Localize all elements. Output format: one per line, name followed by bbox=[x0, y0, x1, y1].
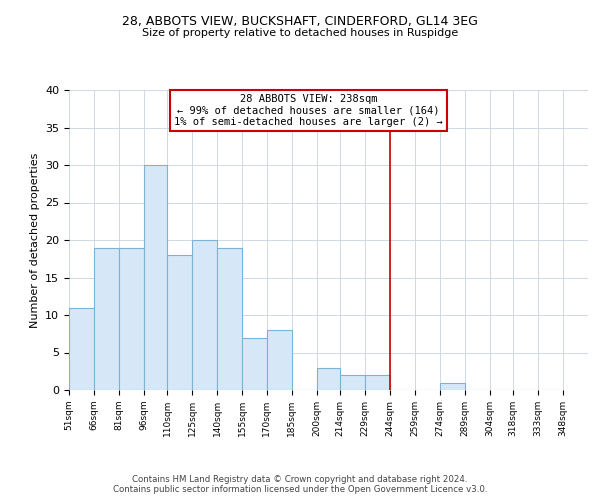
Bar bbox=[167, 255, 192, 390]
Bar bbox=[192, 240, 217, 390]
Bar bbox=[242, 338, 267, 390]
Text: 28, ABBOTS VIEW, BUCKSHAFT, CINDERFORD, GL14 3EG: 28, ABBOTS VIEW, BUCKSHAFT, CINDERFORD, … bbox=[122, 15, 478, 28]
Bar bbox=[340, 375, 365, 390]
Text: 28 ABBOTS VIEW: 238sqm
← 99% of detached houses are smaller (164)
1% of semi-det: 28 ABBOTS VIEW: 238sqm ← 99% of detached… bbox=[174, 94, 443, 127]
Bar bbox=[144, 165, 167, 390]
Bar bbox=[365, 375, 390, 390]
Bar bbox=[217, 248, 242, 390]
Text: Contains public sector information licensed under the Open Government Licence v3: Contains public sector information licen… bbox=[113, 485, 487, 494]
Bar bbox=[69, 308, 94, 390]
Bar bbox=[317, 368, 340, 390]
Bar bbox=[440, 382, 465, 390]
Bar bbox=[267, 330, 292, 390]
Text: Contains HM Land Registry data © Crown copyright and database right 2024.: Contains HM Land Registry data © Crown c… bbox=[132, 475, 468, 484]
Text: Size of property relative to detached houses in Ruspidge: Size of property relative to detached ho… bbox=[142, 28, 458, 38]
Y-axis label: Number of detached properties: Number of detached properties bbox=[29, 152, 40, 328]
Bar bbox=[119, 248, 144, 390]
Bar bbox=[94, 248, 119, 390]
